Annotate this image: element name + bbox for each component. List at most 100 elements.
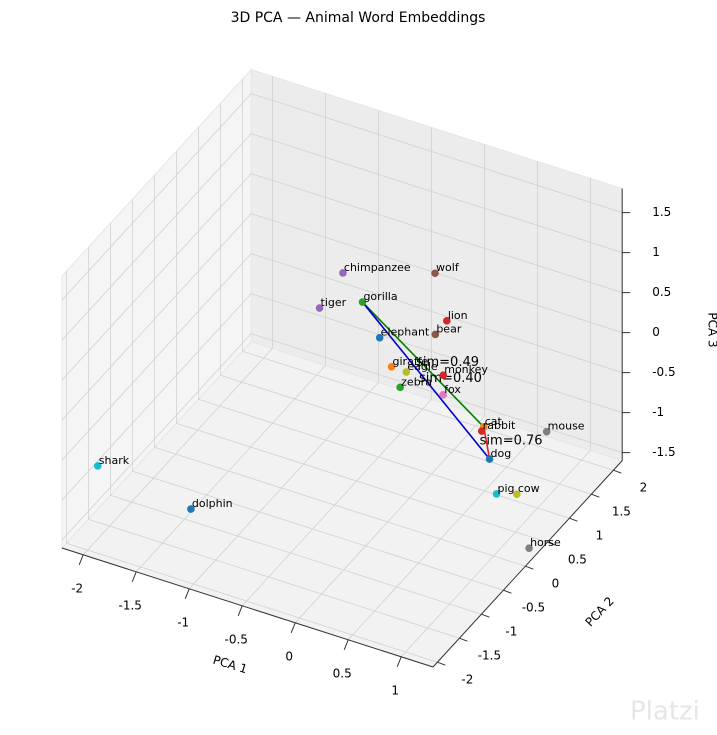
grid-line — [61, 333, 252, 541]
grid-line — [61, 173, 252, 381]
y-tick-label: -2 — [461, 673, 473, 687]
grid-line — [61, 133, 252, 341]
grid-line — [347, 433, 538, 641]
grid-line — [135, 365, 326, 573]
y-tick — [569, 517, 578, 522]
point-label: tiger — [321, 296, 347, 309]
point — [387, 362, 396, 371]
similarity-line — [361, 301, 485, 428]
grid-line — [400, 450, 591, 658]
y-tick — [437, 661, 446, 666]
x-tick-label: 1 — [391, 683, 399, 697]
point-label: bear — [436, 322, 461, 335]
z-tick-label: 1 — [652, 245, 660, 259]
point-label: cat — [485, 415, 503, 428]
grid-line — [241, 399, 432, 607]
grid-line — [251, 133, 623, 253]
z-tick-label: 0.5 — [652, 285, 671, 299]
grid-line — [61, 253, 252, 461]
point-label: lion — [448, 309, 468, 322]
point-label: pig — [498, 482, 515, 495]
y-tick-label: -1.5 — [478, 649, 501, 663]
point-label: cow — [518, 482, 540, 495]
grid-line — [251, 93, 623, 213]
x-tick-label: -1 — [177, 615, 189, 629]
point — [513, 490, 521, 498]
point-label: zebra — [401, 375, 432, 388]
y-axis-line — [432, 460, 623, 668]
point — [93, 462, 102, 470]
y-tick-label: 1.5 — [612, 505, 631, 519]
point-label: dolphin — [192, 497, 233, 510]
grid-line — [220, 374, 592, 495]
point-label: wolf — [436, 261, 460, 274]
y-tick — [547, 541, 556, 546]
point — [358, 298, 367, 306]
z-tick-label: 1.5 — [652, 205, 671, 219]
grid-line — [61, 293, 252, 501]
z-tick-label: -1.5 — [652, 445, 675, 459]
grid-line — [251, 173, 623, 293]
similarity-line — [361, 301, 491, 460]
grid-line — [188, 382, 379, 590]
point — [315, 304, 324, 312]
y-tick — [459, 637, 468, 642]
point — [396, 383, 404, 392]
point — [375, 333, 384, 342]
x-tick — [131, 571, 137, 582]
y-tick-label: 1 — [596, 529, 604, 543]
point-label: gorilla — [363, 290, 397, 303]
grid-line — [82, 348, 273, 556]
point — [339, 269, 347, 277]
point — [439, 391, 447, 399]
y-tick — [591, 493, 600, 498]
y-tick-label: 2 — [640, 481, 648, 495]
grid-line — [61, 213, 252, 421]
similarity-label: sim=0.49 — [416, 355, 479, 370]
point-label: mouse — [548, 420, 585, 433]
x-axis-label: PCA 1 — [211, 653, 249, 677]
grid-line — [251, 253, 623, 373]
grid-line — [242, 350, 614, 471]
x-tick — [184, 588, 190, 599]
x-tick-label: -1.5 — [118, 598, 141, 612]
point — [492, 490, 501, 498]
grid-line — [251, 293, 623, 413]
chart-title: 3D PCA — Animal Word Embeddings — [231, 10, 486, 26]
point — [485, 455, 494, 463]
x-tick — [343, 639, 349, 650]
point — [525, 544, 533, 552]
x-tick — [290, 622, 296, 633]
point-label: chimpanzee — [344, 261, 411, 274]
x-axis-line — [61, 547, 434, 668]
grid-line — [154, 446, 526, 567]
point — [187, 505, 195, 513]
point-label: elephant — [381, 326, 430, 339]
grid-line — [61, 93, 252, 301]
point-label: giraffe — [393, 355, 429, 368]
z-tick-label: 0 — [652, 325, 660, 339]
x-tick-label: -2 — [71, 581, 83, 595]
grid-line — [88, 518, 460, 639]
panes — [61, 68, 624, 668]
point — [542, 427, 551, 436]
x-tick-label: 0 — [285, 649, 293, 663]
point — [439, 371, 448, 380]
z-axis-label: PCA 3 — [706, 312, 717, 347]
y-axis-label: PCA 2 — [582, 594, 616, 629]
point — [477, 427, 486, 435]
point-label: eagle — [407, 360, 438, 373]
grid-line — [198, 398, 570, 519]
y-tick-label: -1 — [505, 625, 517, 639]
similarity-label: sim=0.76 — [480, 433, 543, 448]
y-tick — [481, 613, 490, 618]
y-tick-label: 0 — [552, 577, 560, 591]
watermark: Platzi — [630, 697, 700, 727]
x-tick — [396, 656, 402, 667]
point-label: horse — [530, 536, 561, 549]
z-tick-label: -1 — [652, 405, 664, 419]
similarity-label: sim=0.40 — [419, 371, 482, 386]
y-tick-label: 0.5 — [568, 553, 587, 567]
x-tick-label: 0.5 — [333, 666, 352, 680]
point — [443, 317, 451, 325]
